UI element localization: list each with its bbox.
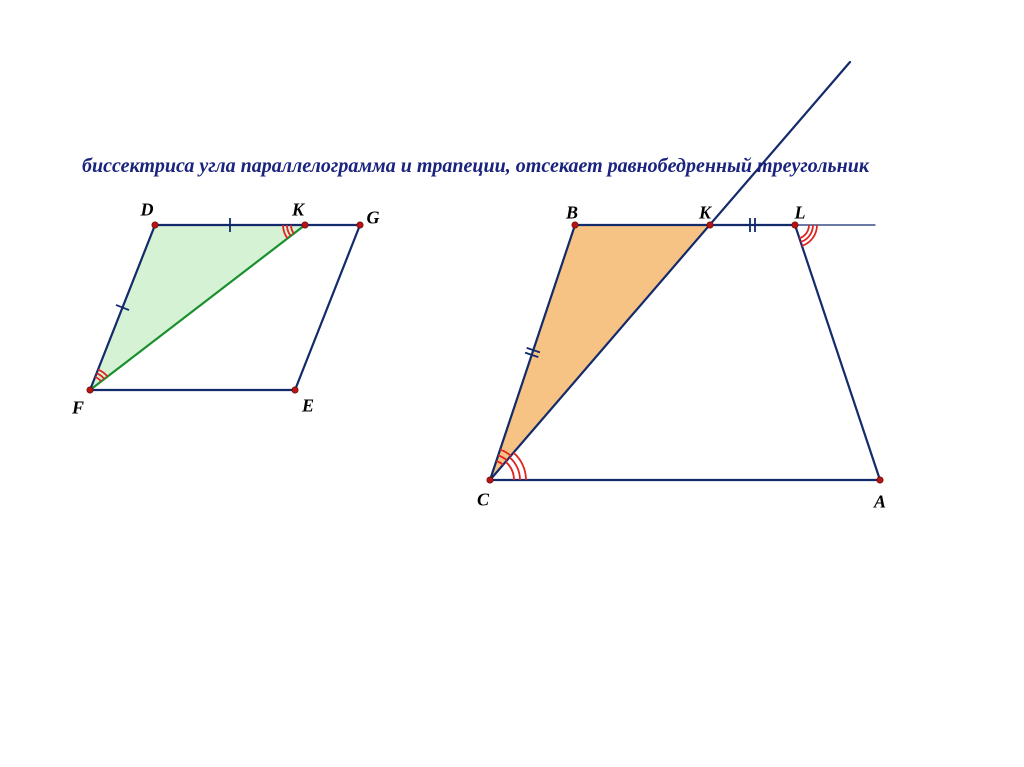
point-label-G: G <box>367 208 380 229</box>
point-label-A: A <box>874 492 886 513</box>
diagram-svg <box>0 0 1024 767</box>
point-label-E: E <box>302 396 314 417</box>
diagram-stage: биссектриса угла параллелограмма и трапе… <box>0 0 1024 767</box>
point-label-D: D <box>141 200 154 221</box>
point-label-B: B <box>566 203 578 224</box>
point-label-K: K <box>292 200 304 221</box>
point-label-F: F <box>72 398 84 419</box>
point-label-L: L <box>795 203 806 224</box>
point-label-K: K <box>699 203 711 224</box>
point-label-C: C <box>477 490 489 511</box>
page-title: биссектриса угла параллелограмма и трапе… <box>82 155 869 178</box>
